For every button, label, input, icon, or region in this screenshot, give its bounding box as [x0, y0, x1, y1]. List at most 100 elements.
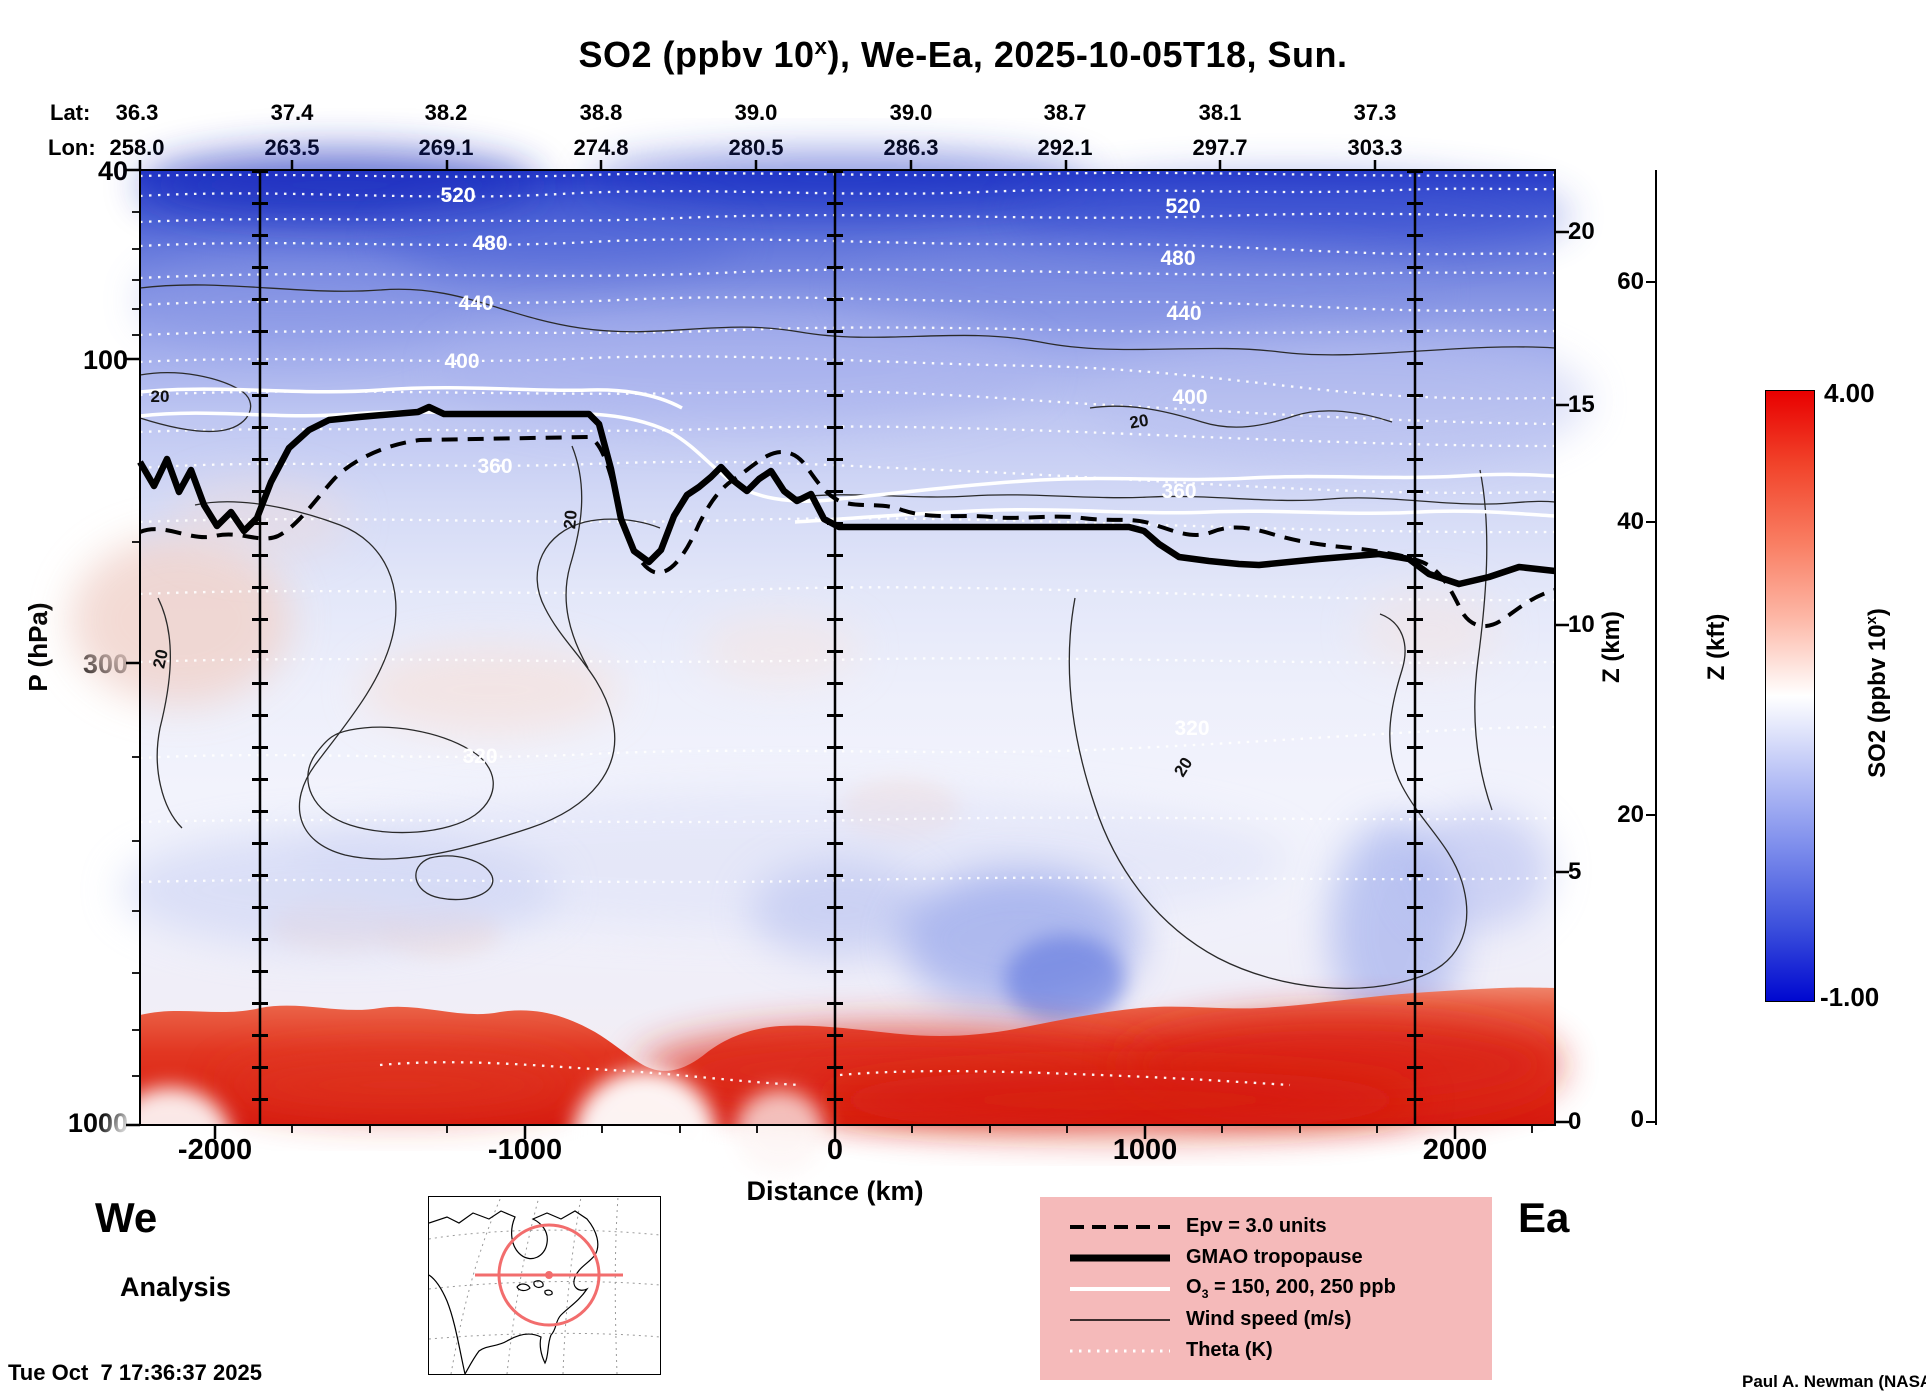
wind-label-20: 20: [149, 648, 172, 670]
ozone-label-subscript: 3: [1201, 1287, 1209, 1301]
analysis-label: Analysis: [120, 1272, 232, 1302]
map-transect-marker: [475, 1223, 623, 1327]
y-axis-title: P (hPa): [23, 602, 53, 692]
ozone-line-sample: [1070, 1286, 1170, 1291]
zkm-tick: 20: [1568, 218, 1595, 245]
zkft-tick-mark: [1646, 814, 1656, 816]
lat-value: 38.2: [424, 100, 468, 125]
theta-label-360: 360: [1161, 480, 1196, 503]
lat-value: 39.0: [734, 100, 778, 125]
lat-axis-label: Lat:: [50, 100, 91, 125]
colorbar-title-prefix: SO2 (ppbv 10: [1864, 624, 1891, 778]
wind-label-20: 20: [1128, 411, 1150, 433]
zkft-tick-mark: [1646, 1121, 1656, 1123]
wind-label-20: 20: [560, 509, 581, 530]
legend-row-wind: Wind speed (m/s): [1070, 1304, 1492, 1335]
colorbar-title-superscript: x: [1864, 616, 1880, 625]
theta-label-360: 360: [477, 455, 512, 478]
colorbar-max-label: 4.00: [1824, 378, 1875, 408]
title-superscript: x: [814, 34, 828, 59]
legend-row-tropopause: GMAO tropopause: [1070, 1242, 1492, 1273]
wind-label-20: 20: [151, 387, 170, 406]
epv-contour: [139, 434, 1556, 629]
map-inset: [428, 1196, 661, 1375]
colorbar-min-label: -1.00: [1820, 982, 1880, 1012]
theta-label-440: 440: [1166, 302, 1201, 325]
legend-row-epv: Epv = 3.0 units: [1070, 1211, 1492, 1242]
theta-label-480: 480: [472, 232, 507, 255]
zkm-tick: 10: [1568, 611, 1595, 638]
zkft-tick-mark: [1646, 521, 1656, 523]
legend: Epv = 3.0 units GMAO tropopause O3 = 150…: [1040, 1197, 1492, 1380]
legend-row-ozone: O3 = 150, 200, 250 ppb: [1070, 1273, 1492, 1304]
x-tick: 1000: [1112, 1134, 1178, 1166]
x-tick: 2000: [1422, 1134, 1488, 1166]
wind-line-sample: [1070, 1318, 1170, 1321]
zkft-tick: 60: [1617, 268, 1644, 295]
theta-label-320: 320: [462, 745, 497, 768]
west-endpoint-label: We: [95, 1194, 158, 1241]
east-endpoint-label: Ea: [1518, 1194, 1570, 1241]
x-axis-title: Distance (km): [746, 1176, 924, 1206]
lon-value: 258.0: [109, 135, 165, 160]
lon-value: 292.1: [1037, 135, 1093, 160]
x-tick: -1000: [487, 1134, 563, 1166]
x-tick: 0: [826, 1134, 844, 1166]
theta-label-520: 520: [1165, 195, 1200, 218]
legend-label-theta: Theta (K): [1186, 1339, 1273, 1361]
lat-value: 38.1: [1198, 100, 1242, 125]
zkm-tick: 5: [1568, 858, 1582, 885]
theta-label-400: 400: [1172, 386, 1207, 409]
theta-contours: [139, 171, 1556, 1087]
theta-label-440: 440: [458, 292, 493, 315]
zkft-tick: 20: [1617, 801, 1644, 828]
theta-contour-labels: 520 480 440 400 360 320 520 480 440 400 …: [440, 184, 1209, 768]
red-band-texture: [108, 1017, 1560, 1206]
legend-label-wind: Wind speed (m/s): [1186, 1308, 1352, 1330]
lon-value: 274.8: [573, 135, 629, 160]
zkm-axis-title: Z (km): [1598, 611, 1625, 683]
zkft-tick: 40: [1617, 508, 1644, 535]
zkft-axis-title: Z (kft): [1703, 613, 1730, 681]
legend-label-ozone: O3 = 150, 200, 250 ppb: [1186, 1276, 1396, 1301]
ozone-label-prefix: O: [1186, 1276, 1202, 1298]
p-tick-40: 40: [97, 156, 128, 186]
lat-value: 38.8: [579, 100, 623, 125]
theta-label-400: 400: [444, 350, 479, 373]
axis-major-ticks: [126, 160, 1569, 1139]
lon-value: 297.7: [1192, 135, 1248, 160]
tropopause-line-sample: [1070, 1254, 1170, 1261]
wind-speed-contours: [139, 284, 1556, 990]
theta-label-320: 320: [1174, 717, 1209, 740]
title-suffix: ), We-Ea, 2025-10-05T18, Sun.: [827, 34, 1348, 75]
so2-field-texture: [70, 150, 1590, 1040]
zkft-axis-line: [1655, 170, 1657, 1125]
lat-value: 37.3: [1353, 100, 1397, 125]
map-graticule: [429, 1197, 660, 1374]
page-title: SO2 (ppbv 10x), We-Ea, 2025-10-05T18, Su…: [0, 34, 1926, 76]
legend-row-theta: Theta (K): [1070, 1335, 1492, 1366]
theta-line-sample: [1070, 1349, 1170, 1352]
theta-label-480: 480: [1160, 247, 1195, 270]
legend-label-tropopause: GMAO tropopause: [1186, 1246, 1363, 1268]
zkft-tick: 0: [1630, 1106, 1644, 1133]
gmao-tropopause: [137, 403, 1556, 588]
plot-frame: [139, 169, 1556, 1126]
epv-line-sample: [1070, 1224, 1170, 1229]
colorbar: [1765, 390, 1815, 1002]
generation-timestamp: Tue Oct 7 17:36:37 2025: [8, 1360, 262, 1385]
title-prefix: SO2 (ppbv 10: [578, 34, 815, 75]
zkm-tick: 15: [1568, 391, 1595, 418]
zkm-tick: 0: [1568, 1108, 1582, 1135]
colorbar-title: SO2 (ppbv 10x): [1857, 543, 1891, 843]
lon-axis-label: Lon:: [48, 135, 96, 160]
theta-label-520: 520: [440, 184, 475, 207]
so2-curtain-plot: 520 480 440 400 360 320 520 480 440 400 …: [70, 150, 1590, 1206]
zkft-tick-mark: [1646, 281, 1656, 283]
axis-minor-ticks: [132, 211, 1533, 1133]
waypoint-lines: [252, 170, 1423, 1125]
legend-label-epv: Epv = 3.0 units: [1186, 1215, 1327, 1237]
lat-value: 37.4: [270, 100, 314, 125]
ozone-label-suffix: = 150, 200, 250 ppb: [1208, 1276, 1396, 1298]
